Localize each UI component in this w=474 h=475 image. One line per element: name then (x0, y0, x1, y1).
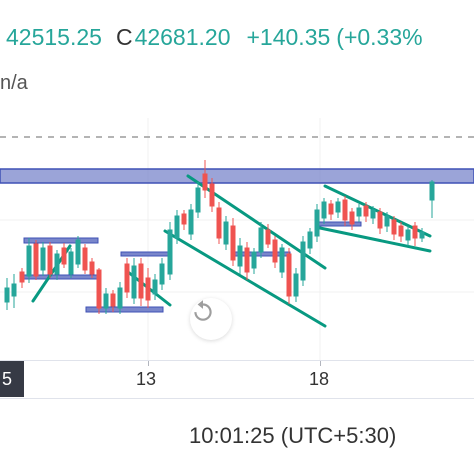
candle (68, 248, 74, 278)
candle (265, 224, 271, 248)
candle (131, 258, 137, 304)
price-chart[interactable] (0, 118, 474, 360)
candle (195, 182, 201, 218)
candle (237, 238, 243, 274)
candle (412, 222, 418, 246)
candle (335, 198, 341, 218)
legend-header: 42515.25 C42681.20 +140.35 (+0.33% n/a (0, 0, 474, 118)
candle (272, 236, 278, 268)
candle (363, 202, 369, 222)
candle (258, 222, 264, 258)
time-axis-current-label: 5 (0, 361, 24, 397)
candle (110, 290, 116, 312)
candle (370, 206, 376, 224)
candle (286, 248, 292, 304)
candle (145, 268, 151, 308)
candle (82, 244, 88, 274)
candles[interactable] (4, 160, 435, 314)
candle (223, 216, 229, 250)
candle (300, 236, 306, 286)
candle (419, 228, 425, 242)
candle (152, 274, 158, 300)
candle (202, 160, 208, 198)
time-axis[interactable]: 5 13 18 (0, 360, 474, 397)
zone-rect-4[interactable] (85, 306, 164, 313)
ohlc-values: 42515.25 C42681.20 +140.35 (+0.33% (6, 22, 423, 52)
candle (342, 196, 348, 226)
replay-icon (194, 300, 212, 321)
candle (75, 236, 81, 268)
timezone-clock[interactable]: 10:01:25 (UTC+5:30) (189, 423, 397, 448)
candle (293, 268, 299, 302)
candle (96, 268, 102, 314)
bottom-status-bar: 10:01:25 (UTC+5:30) (0, 398, 474, 475)
candle (405, 226, 411, 246)
tick-mark-18 (320, 361, 321, 366)
close-label: C (115, 24, 133, 50)
candle (138, 258, 144, 306)
change-value: +140.35 (246, 24, 331, 50)
candle (251, 248, 257, 274)
candle (103, 288, 109, 314)
candle (19, 268, 25, 288)
candle (181, 210, 187, 230)
candle (124, 258, 130, 298)
candle (26, 238, 32, 283)
candle (349, 208, 355, 230)
candle (4, 278, 10, 310)
candle (11, 274, 17, 308)
candle (314, 204, 320, 242)
replay-button[interactable] (190, 298, 232, 340)
candle (384, 212, 390, 232)
candle (429, 180, 435, 218)
zone-rectangle-top[interactable] (0, 168, 474, 184)
candle (398, 222, 404, 242)
change-percent: (+0.33% (336, 24, 423, 50)
candle (33, 240, 39, 280)
candle (159, 258, 165, 290)
candle (188, 204, 194, 240)
time-tick-18: 18 (309, 369, 330, 389)
candle (40, 242, 46, 276)
candle (61, 243, 67, 268)
candle (174, 210, 180, 244)
candle (391, 216, 397, 240)
open-value: 42515.25 (6, 24, 102, 50)
candle (328, 200, 334, 220)
zone-rect-1[interactable] (23, 237, 99, 244)
tick-mark-13 (148, 361, 149, 366)
candle (54, 250, 60, 280)
candle (279, 244, 285, 278)
candle (230, 218, 236, 266)
candle (209, 178, 215, 212)
candle (321, 198, 327, 224)
candle (167, 222, 173, 280)
candle (244, 242, 250, 280)
candle (47, 242, 53, 278)
candle (117, 282, 123, 314)
candle (89, 258, 95, 278)
zone-rect-3[interactable] (120, 251, 170, 257)
candle (377, 208, 383, 234)
candle (307, 228, 313, 254)
study-value: n/a (0, 72, 28, 94)
chart-canvas[interactable] (0, 118, 474, 360)
candle (216, 202, 222, 244)
candle (356, 204, 362, 222)
close-value: 42681.20 (134, 24, 231, 50)
time-tick-13: 13 (136, 369, 157, 389)
